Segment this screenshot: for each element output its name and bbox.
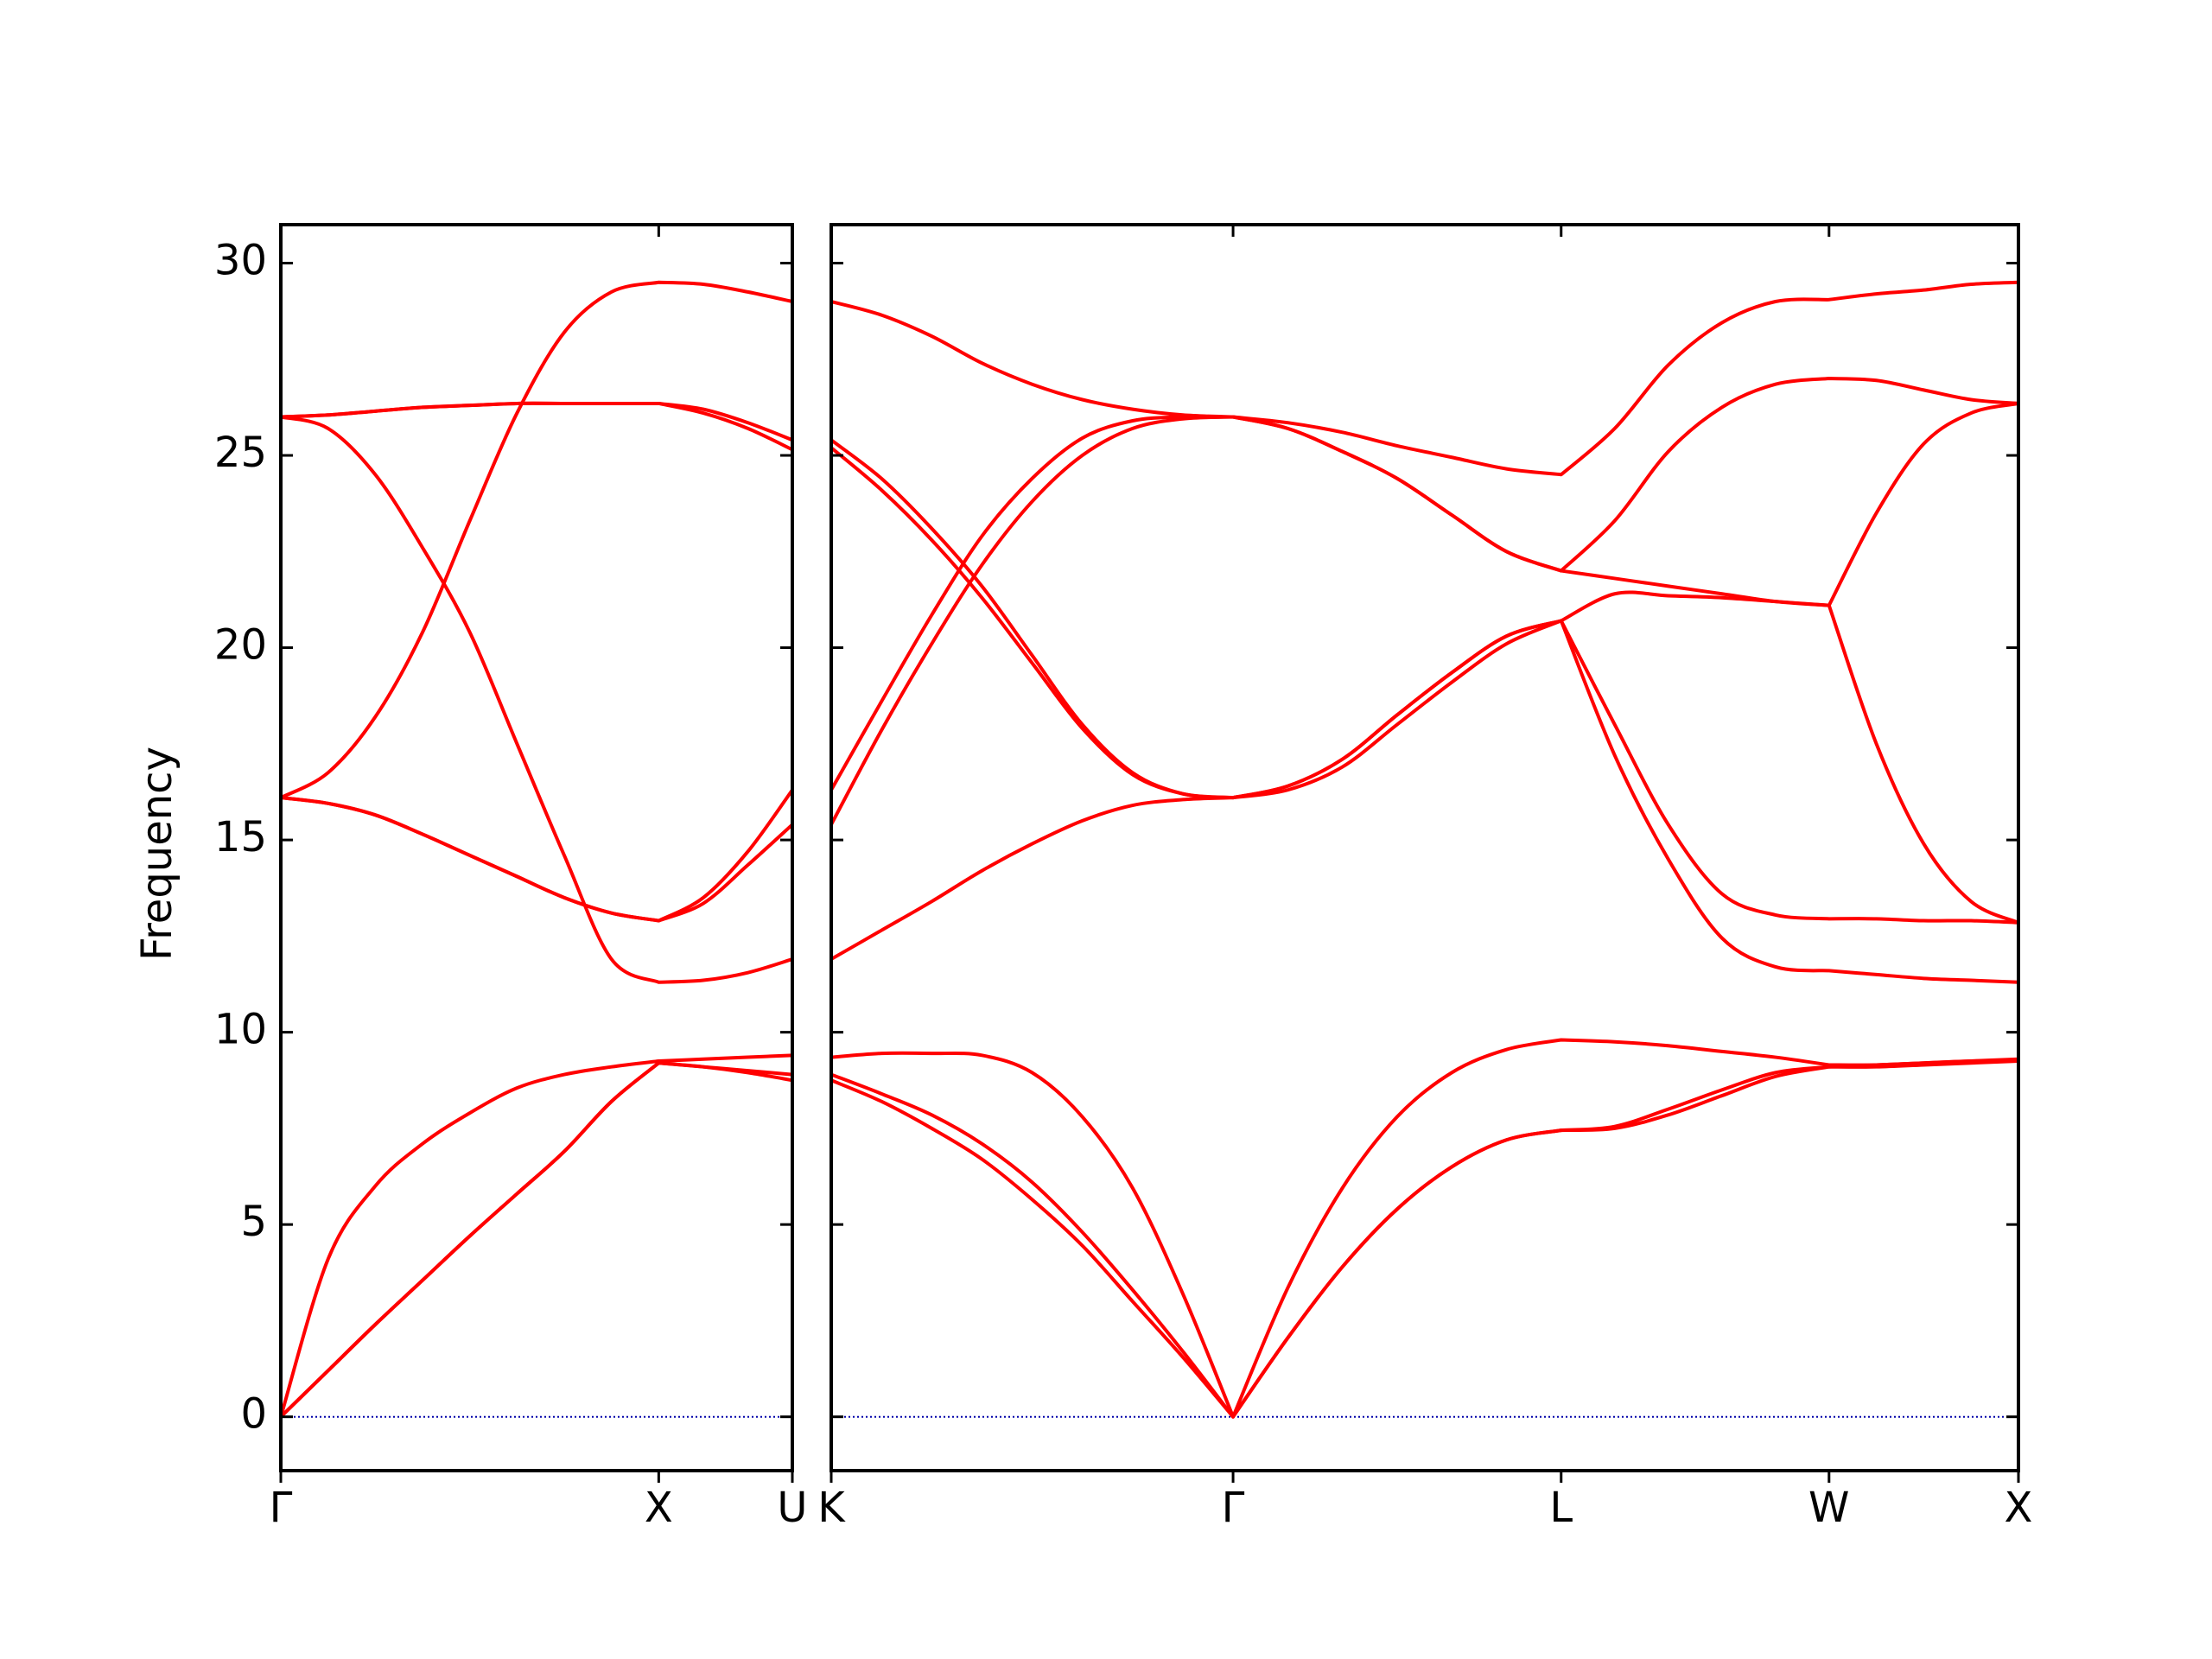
plot-frame bbox=[830, 223, 2020, 1472]
y-tick-label: 10 bbox=[214, 1006, 267, 1054]
y-tick-label: 30 bbox=[214, 237, 267, 285]
band-line bbox=[831, 377, 2018, 791]
x-tick-label: X bbox=[645, 1484, 673, 1532]
x-tick-label: U bbox=[777, 1484, 807, 1532]
band-line bbox=[281, 415, 792, 984]
plot-frame bbox=[279, 223, 794, 1472]
x-tick-label: Γ bbox=[270, 1484, 293, 1532]
band-line bbox=[831, 1058, 2018, 1419]
y-tick-label: 0 bbox=[240, 1390, 267, 1439]
band-line bbox=[281, 1053, 792, 1418]
band-line bbox=[831, 1059, 2018, 1419]
band-line bbox=[831, 619, 2018, 984]
band-line bbox=[831, 401, 2018, 800]
band-line bbox=[831, 415, 2018, 925]
band-line bbox=[831, 446, 2018, 925]
y-tick-label: 20 bbox=[214, 621, 267, 670]
band-line bbox=[281, 401, 792, 452]
x-tick-label: L bbox=[1549, 1484, 1573, 1532]
band-line bbox=[281, 280, 792, 799]
x-tick-label: K bbox=[817, 1484, 846, 1532]
band-line bbox=[281, 1061, 792, 1419]
x-tick-label: X bbox=[2005, 1484, 2033, 1532]
band-line bbox=[281, 401, 792, 442]
band-line bbox=[831, 280, 2018, 477]
y-axis-label: Frequency bbox=[133, 747, 181, 961]
y-tick-label: 5 bbox=[240, 1198, 267, 1246]
y-tick-label: 25 bbox=[214, 429, 267, 477]
x-tick-label: Γ bbox=[1222, 1484, 1245, 1532]
band-line bbox=[281, 796, 792, 923]
band-line bbox=[281, 1061, 792, 1419]
x-tick-label: W bbox=[1808, 1484, 1849, 1532]
band-line bbox=[831, 1038, 2018, 1419]
y-tick-label: 15 bbox=[214, 813, 267, 861]
